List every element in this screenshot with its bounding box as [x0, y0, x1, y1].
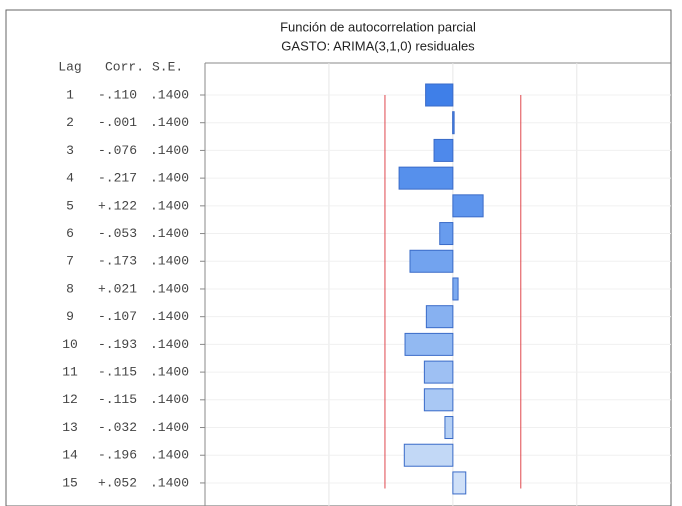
corr-label: -.196: [98, 448, 137, 463]
lag-label: 14: [62, 448, 78, 463]
corr-label: +.122: [98, 198, 137, 213]
bar: [444, 416, 454, 440]
se-label: .1400: [150, 420, 189, 435]
lag-label: 9: [66, 309, 74, 324]
column-header: Lag: [58, 59, 81, 74]
lag-label: 12: [62, 392, 78, 407]
bar: [404, 332, 454, 356]
bar: [425, 305, 454, 329]
se-label: .1400: [150, 198, 189, 213]
corr-label: -.173: [98, 254, 137, 269]
se-label: .1400: [150, 171, 189, 186]
corr-label: -.110: [98, 87, 137, 102]
lag-label: 7: [66, 254, 74, 269]
corr-label: -.115: [98, 365, 137, 380]
se-label: .1400: [150, 365, 189, 380]
lag-label: 3: [66, 143, 74, 158]
chart-subtitle: GASTO: ARIMA(3,1,0) residuales: [281, 38, 475, 53]
bar: [423, 388, 454, 412]
se-label: .1400: [150, 143, 189, 158]
lag-label: 10: [62, 337, 78, 352]
bar: [439, 222, 454, 246]
bar: [433, 138, 454, 162]
bar: [452, 471, 467, 495]
corr-label: -.107: [98, 309, 137, 324]
bar: [452, 111, 455, 135]
lag-label: 6: [66, 226, 74, 241]
corr-label: -.032: [98, 420, 137, 435]
column-header: Corr.: [105, 59, 144, 74]
corr-label: -.217: [98, 171, 137, 186]
column-header: S.E.: [152, 59, 183, 74]
corr-label: +.052: [98, 475, 137, 490]
lag-label: 8: [66, 281, 74, 296]
lag-label: 2: [66, 115, 74, 130]
corr-label: +.021: [98, 281, 137, 296]
se-label: .1400: [150, 309, 189, 324]
se-label: .1400: [150, 254, 189, 269]
se-label: .1400: [150, 281, 189, 296]
bar: [398, 166, 454, 190]
se-label: .1400: [150, 115, 189, 130]
se-label: .1400: [150, 475, 189, 490]
corr-label: -.193: [98, 337, 137, 352]
se-label: .1400: [150, 87, 189, 102]
corr-label: -.115: [98, 392, 137, 407]
se-label: .1400: [150, 337, 189, 352]
bar: [452, 194, 484, 218]
corr-label: -.001: [98, 115, 137, 130]
corr-label: -.053: [98, 226, 137, 241]
bar: [423, 360, 454, 384]
lag-label: 1: [66, 87, 74, 102]
frame: [5, 9, 672, 506]
lag-label: 15: [62, 475, 78, 490]
bar: [409, 249, 454, 273]
se-label: .1400: [150, 226, 189, 241]
lag-label: 11: [62, 365, 78, 380]
lag-label: 4: [66, 171, 74, 186]
lag-label: 13: [62, 420, 78, 435]
se-label: .1400: [150, 448, 189, 463]
corr-label: -.076: [98, 143, 137, 158]
chart-title: Función de autocorrelation parcial: [280, 19, 476, 34]
lag-label: 5: [66, 198, 74, 213]
se-label: .1400: [150, 392, 189, 407]
bar: [425, 83, 454, 107]
bar: [403, 443, 454, 467]
bar: [452, 277, 459, 301]
